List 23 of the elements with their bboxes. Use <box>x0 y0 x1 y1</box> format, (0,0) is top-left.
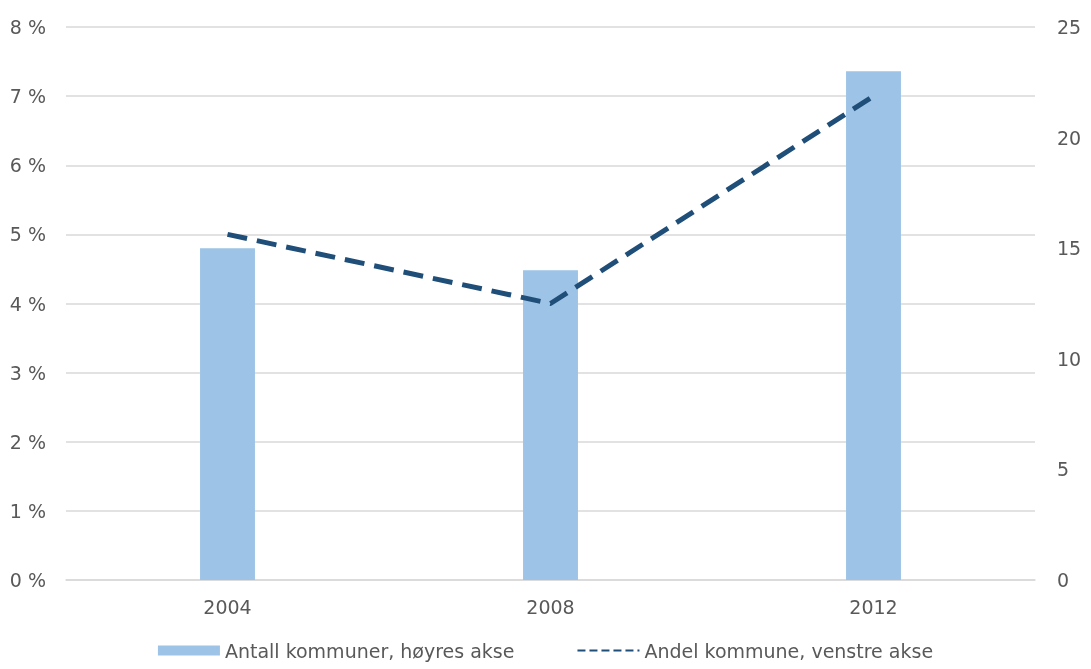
x-tick-label: 2012 <box>849 595 898 618</box>
bar <box>523 270 578 580</box>
y2-tick-label: 5 <box>1057 458 1070 481</box>
y2-tick-label: 25 <box>1057 16 1082 38</box>
y-tick-label: 3 % <box>9 361 46 384</box>
x-tick-label: 2008 <box>526 595 575 618</box>
y2-tick-label: 10 <box>1057 347 1082 370</box>
legend-label: Andel kommune, venstre akse <box>644 639 934 662</box>
y-tick-label: 0 % <box>9 569 46 591</box>
y-tick-label: 6 % <box>9 154 46 177</box>
y-tick-label: 7 % <box>9 85 46 108</box>
y-tick-label: 8 % <box>9 16 46 38</box>
y2-tick-label: 20 <box>1057 126 1082 149</box>
y2-tick-label: 15 <box>1057 237 1082 260</box>
x-tick-label: 2004 <box>203 595 252 618</box>
y-tick-label: 2 % <box>9 430 46 453</box>
y-tick-label: 1 % <box>9 499 46 522</box>
bar <box>846 71 901 580</box>
bar <box>200 248 255 580</box>
legend-label: Antall kommuner, høyres akse <box>224 639 515 662</box>
y2-tick-label: 0 <box>1057 569 1070 591</box>
y-tick-label: 4 % <box>9 292 46 315</box>
y-tick-label: 5 % <box>9 223 46 246</box>
